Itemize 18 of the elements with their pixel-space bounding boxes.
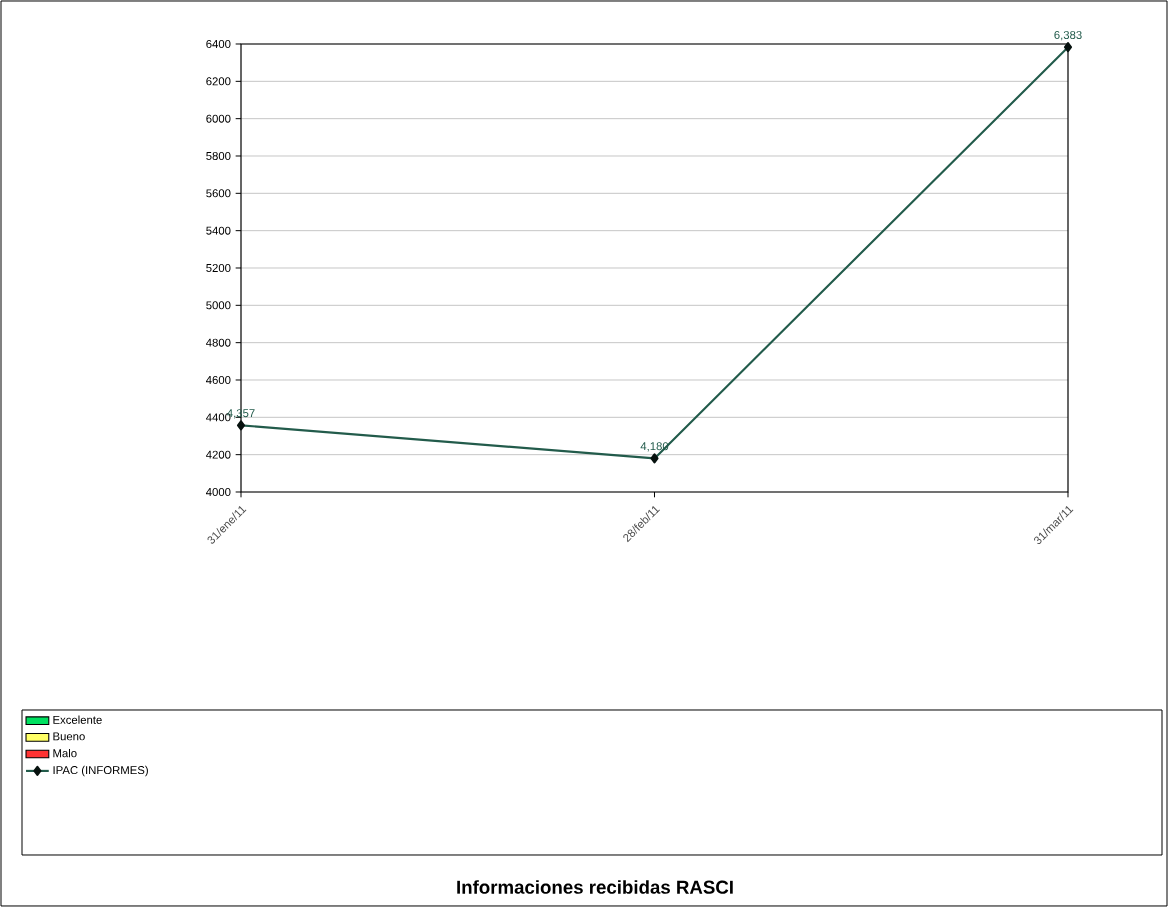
y-tick-label: 4200 (206, 450, 231, 459)
legend-label: Malo (53, 748, 77, 758)
data-label: 6,383 (1054, 30, 1082, 41)
y-tick-label: 4800 (206, 338, 231, 347)
text: Informaciones recibidas RASCI (457, 880, 733, 894)
y-tick-label: 5600 (206, 189, 231, 198)
y-tick-label: 6200 (206, 77, 231, 86)
y-tick-label: 5800 (206, 151, 231, 160)
legend-label: IPAC (INFORMES) (53, 765, 148, 777)
y-tick-label: 4600 (206, 375, 231, 384)
legend-label: Excelente (53, 715, 102, 724)
y-tick-label: 5200 (206, 263, 231, 272)
y-tick-label: 6400 (206, 39, 231, 48)
legend-label: Bueno (53, 732, 85, 741)
y-tick-label: 5000 (206, 301, 231, 310)
y-tick-label: 4000 (206, 487, 231, 496)
y-tick-label: 6000 (206, 114, 231, 123)
y-tick-label: 5400 (206, 226, 231, 235)
